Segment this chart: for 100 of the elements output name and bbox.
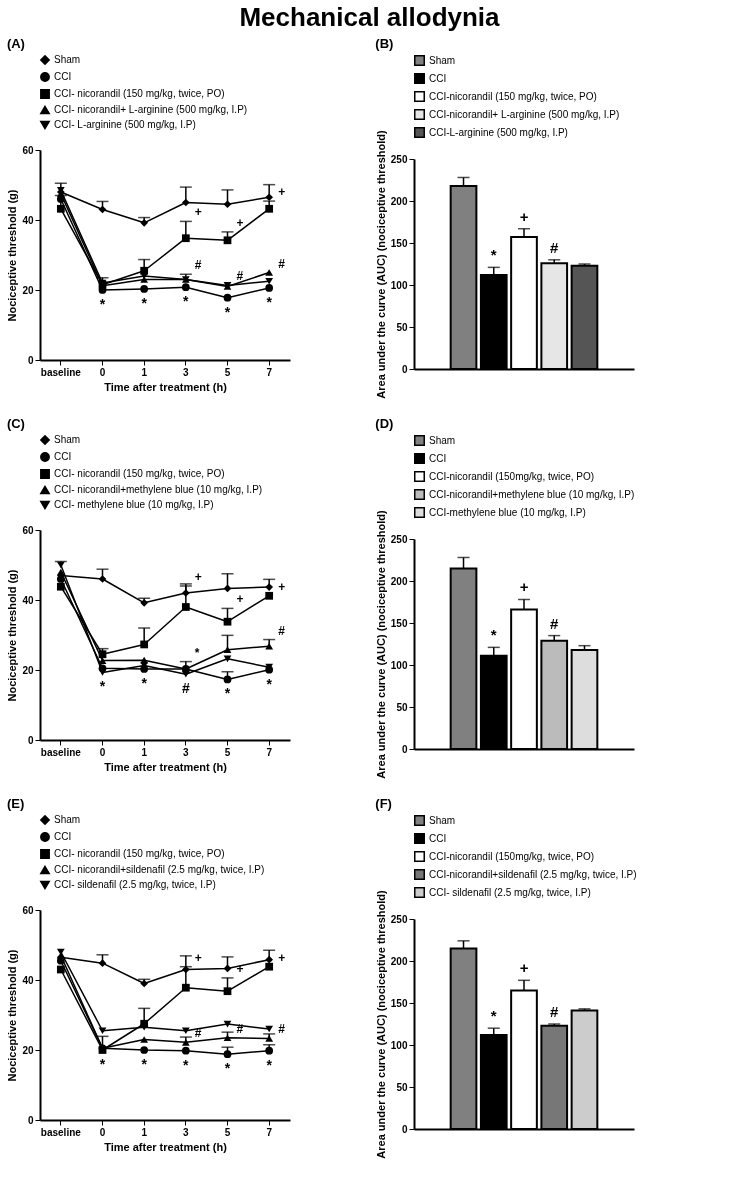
x-tick-label: 3 [183,366,190,378]
x-tick-label: 1 [141,366,148,378]
annotation: * [99,296,106,312]
legend-label: CCI-nicorandil (150 mg/kg, twice, PO) [429,90,597,102]
chart-subtitle: (D) [375,416,394,431]
y-axis-title: Area under the curve (AUC) (nociceptive threshold) [374,510,387,779]
annotation: + [194,950,202,965]
chart-subtitle: (F) [375,796,392,811]
y-tick-label: 40 [22,214,34,226]
annotation: * [224,1060,231,1077]
y-tick-label: 150 [390,237,408,249]
y-tick-label: 20 [22,284,34,296]
legend-label: CCI- sildenafil (2.5 mg/kg, twice, I.P) [54,879,216,890]
y-tick-label: 100 [390,279,408,291]
y-axis-title: Area under the curve (AUC) (nociceptive threshold) [374,130,387,399]
annotation: + [278,950,286,965]
chart-subtitle: (E) [6,796,25,811]
y-tick-label: 100 [390,1039,408,1051]
y-tick-label: 0 [27,1114,34,1126]
annotation: * [183,1056,190,1073]
x-tick-label: 0 [99,1126,106,1138]
legend-label: CCI- nicorandil+methylene blue (10 mg/kg, I.P) [54,484,263,495]
y-tick-label: 250 [390,913,408,925]
legend-label: CCI- nicorandil (150 mg/kg, twice, PO) [54,88,225,99]
x-tick-label: 1 [141,746,148,758]
x-axis-title: Time after treatment (h) [104,1140,228,1153]
legend-label: CCI- nicorandil (150 mg/kg, twice, PO) [54,848,225,859]
y-tick-label: 0 [27,354,34,366]
legend-label: CCI- sildenafil (2.5 mg/kg, twice, I.P) [429,886,591,898]
x-tick-label: baseline [40,1126,82,1138]
x-tick-label: baseline [40,366,82,378]
annotation: * [99,678,106,695]
y-tick-label: 60 [22,524,34,536]
annotation: * [183,293,190,310]
annotation: * [266,675,273,692]
annotation: * [141,294,148,311]
annotation: * [266,293,273,310]
y-axis-title: Nociceptive threshold (g) [6,189,19,322]
legend-label: Sham [429,54,456,66]
legend-label: CCI- methylene blue (10 mg/kg, I.P) [54,499,214,510]
legend-label: CCI [54,831,72,842]
chart-subtitle: (B) [375,36,394,51]
legend-label: CCI- nicorandil+sildenafil (2.5 mg/kg, twice, I.P) [54,864,265,875]
annotation: + [519,207,529,225]
annotation: * [224,685,231,702]
annotation: + [236,592,244,607]
annotation: + [194,570,202,584]
y-tick-label: 0 [27,734,34,746]
x-tick-label: 5 [224,746,231,758]
x-tick-label: 3 [183,1126,190,1138]
x-tick-label: 3 [183,746,190,758]
annotation: + [278,185,286,200]
annotation: * [141,1056,148,1072]
chart-subtitle: (A) [6,36,25,51]
x-tick-label: 0 [99,366,106,378]
y-axis-title: Area under the curve (AUC) (nociceptive threshold) [374,890,387,1159]
legend-label: CCI-L-arginine (500 mg/kg, I.P) [429,126,568,138]
x-axis-title: Time after treatment (h) [104,760,228,773]
legend-label: CCI-nicorandil+methylene blue (10 mg/kg, I.P) [429,488,635,500]
y-tick-label: 40 [22,594,34,606]
annotation: # [550,238,560,256]
y-axis-title: Nociceptive threshold (g) [6,949,19,1082]
y-tick-label: 50 [396,1081,408,1093]
x-tick-label: 1 [141,1126,148,1138]
legend-label: CCI [54,71,72,82]
legend-label: Sham [54,54,81,65]
legend-label: CCI-methylene blue (10 mg/kg, I.P) [429,506,586,518]
legend-label: CCI- L-arginine (500 mg/kg, I.P) [54,119,196,130]
x-tick-label: 0 [99,746,106,758]
legend-label: Sham [429,814,456,826]
x-tick-label: 7 [266,1126,273,1138]
annotation: + [519,578,529,596]
annotation: + [278,579,286,594]
y-tick-label: 20 [22,664,34,676]
y-tick-label: 200 [390,195,408,207]
x-tick-label: 5 [224,1126,231,1138]
annotation: * [266,1056,273,1073]
legend-label: CCI [429,832,447,844]
y-tick-label: 40 [22,974,34,986]
legend-label: Sham [54,814,81,825]
legend-label: CCI- nicorandil (150 mg/kg, twice, PO) [54,468,225,479]
y-tick-label: 250 [390,153,408,165]
y-tick-label: 200 [390,575,408,587]
annotation: + [236,961,244,976]
legend-label: CCI-nicorandil (150mg/kg, twice, PO) [429,470,595,482]
legend-label: CCI-nicorandil (150mg/kg, twice, PO) [429,850,595,862]
annotation: # [278,256,286,271]
annotation: # [278,623,286,638]
y-tick-label: 250 [390,533,408,545]
legend-label: CCI- nicorandil+ L-arginine (500 mg/kg, I.P) [54,104,248,115]
annotation: + [194,205,202,220]
y-tick-label: 150 [390,997,408,1009]
annotation: # [194,258,202,273]
legend-label: CCI-nicorandil+sildenafil (2.5 mg/kg, twice, I.P) [429,868,637,880]
annotation: * [490,626,497,644]
y-tick-label: 60 [22,144,34,156]
annotation: # [236,269,244,284]
annotation: + [236,215,244,230]
x-tick-label: 5 [224,366,231,378]
y-tick-label: 200 [390,955,408,967]
